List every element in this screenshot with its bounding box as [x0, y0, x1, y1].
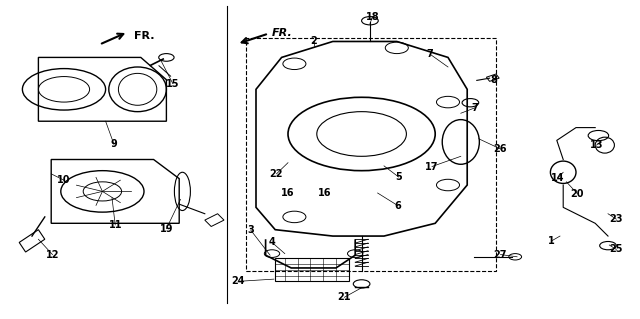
Text: 9: 9: [111, 139, 117, 149]
Text: 27: 27: [493, 249, 508, 260]
Text: 15: 15: [166, 78, 180, 89]
Text: FR.: FR.: [272, 28, 292, 39]
Text: 4: 4: [269, 237, 275, 248]
Text: 7: 7: [427, 49, 433, 59]
Text: 21: 21: [337, 292, 351, 302]
Text: 24: 24: [231, 276, 245, 286]
Text: FR.: FR.: [134, 31, 155, 41]
Text: 16: 16: [317, 188, 332, 198]
Text: 19: 19: [159, 224, 173, 234]
Text: 5: 5: [396, 172, 402, 182]
Text: 11: 11: [108, 220, 122, 230]
Text: 17: 17: [425, 161, 439, 172]
Text: 3: 3: [248, 225, 254, 235]
Text: 7: 7: [472, 103, 478, 113]
Text: 20: 20: [570, 189, 584, 199]
Bar: [246, 38, 496, 271]
Text: 25: 25: [609, 244, 623, 255]
Text: 16: 16: [281, 188, 295, 198]
Text: 13: 13: [589, 140, 604, 150]
Text: 2: 2: [310, 36, 317, 47]
Text: 1: 1: [548, 236, 555, 246]
Text: 12: 12: [45, 249, 60, 260]
Text: 23: 23: [609, 214, 623, 224]
Text: 10: 10: [57, 175, 71, 185]
Text: 6: 6: [395, 201, 401, 211]
Text: 18: 18: [365, 11, 380, 22]
Text: 8: 8: [491, 75, 497, 85]
Text: 14: 14: [551, 173, 565, 183]
Text: 26: 26: [493, 144, 508, 154]
Text: 22: 22: [269, 169, 284, 179]
